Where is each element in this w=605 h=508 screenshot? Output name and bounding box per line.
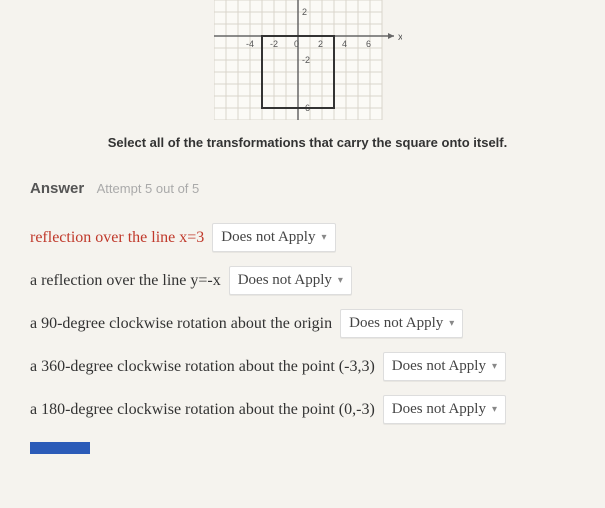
svg-text:x: x [398, 32, 402, 43]
apply-dropdown[interactable]: Does not Apply ▾ [229, 266, 352, 295]
chevron-down-icon: ▾ [492, 361, 497, 372]
svg-text:6: 6 [366, 39, 371, 49]
chevron-down-icon: ▾ [449, 318, 454, 329]
apply-dropdown[interactable]: Does not Apply ▾ [383, 395, 506, 424]
dropdown-label: Does not Apply [392, 358, 486, 375]
option-text: reflection over the line x=3 [30, 229, 204, 247]
dropdown-label: Does not Apply [349, 315, 443, 332]
coordinate-graph: x-4-202462-2-6 [30, 0, 585, 125]
svg-text:2: 2 [302, 7, 307, 17]
attempt-label: Attempt 5 out of 5 [97, 181, 200, 196]
dropdown-label: Does not Apply [238, 272, 332, 289]
option-row: a reflection over the line y=-x Does not … [30, 266, 585, 295]
apply-dropdown[interactable]: Does not Apply ▾ [212, 223, 335, 252]
submit-button[interactable] [30, 442, 90, 454]
svg-text:0: 0 [294, 39, 299, 49]
answer-label: Answer [30, 180, 84, 197]
options-list: reflection over the line x=3 Does not App… [30, 223, 585, 424]
dropdown-label: Does not Apply [221, 229, 315, 246]
svg-text:2: 2 [318, 39, 323, 49]
option-text: a 180-degree clockwise rotation about th… [30, 401, 375, 419]
option-text: a reflection over the line y=-x [30, 272, 221, 290]
instruction-text: Select all of the transformations that c… [30, 135, 585, 150]
chevron-down-icon: ▾ [321, 232, 326, 243]
svg-text:-4: -4 [246, 39, 254, 49]
apply-dropdown[interactable]: Does not Apply ▾ [340, 309, 463, 338]
dropdown-label: Does not Apply [392, 401, 486, 418]
option-row: a 90-degree clockwise rotation about the… [30, 309, 585, 338]
option-row: a 180-degree clockwise rotation about th… [30, 395, 585, 424]
option-text: a 90-degree clockwise rotation about the… [30, 315, 332, 333]
option-row: reflection over the line x=3 Does not App… [30, 223, 585, 252]
svg-text:4: 4 [342, 39, 347, 49]
answer-header: Answer Attempt 5 out of 5 [30, 180, 585, 198]
option-row: a 360-degree clockwise rotation about th… [30, 352, 585, 381]
svg-text:-2: -2 [302, 55, 310, 65]
option-text: a 360-degree clockwise rotation about th… [30, 358, 375, 376]
apply-dropdown[interactable]: Does not Apply ▾ [383, 352, 506, 381]
chevron-down-icon: ▾ [338, 275, 343, 286]
svg-text:-2: -2 [270, 39, 278, 49]
chevron-down-icon: ▾ [492, 404, 497, 415]
